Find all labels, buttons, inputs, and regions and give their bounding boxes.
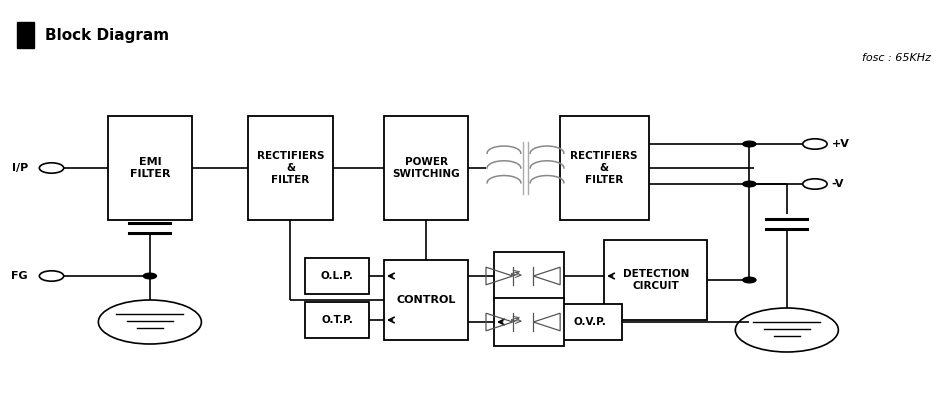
Circle shape: [803, 139, 827, 149]
Text: POWER
SWITCHING: POWER SWITCHING: [392, 157, 460, 179]
Bar: [560, 116, 649, 220]
Bar: [384, 116, 469, 220]
Circle shape: [742, 181, 756, 187]
Bar: [494, 252, 564, 300]
Bar: [384, 260, 469, 340]
Text: CONTROL: CONTROL: [397, 295, 456, 305]
Circle shape: [742, 141, 756, 147]
Text: RECTIFIERS
&
FILTER: RECTIFIERS & FILTER: [257, 152, 324, 185]
Circle shape: [742, 277, 756, 283]
Bar: [248, 116, 332, 220]
Circle shape: [143, 273, 156, 279]
Circle shape: [40, 271, 63, 281]
Text: I/P: I/P: [12, 163, 28, 173]
Bar: [494, 298, 564, 346]
Circle shape: [803, 179, 827, 189]
Text: O.V.P.: O.V.P.: [574, 317, 607, 327]
Bar: [17, 22, 34, 48]
Text: Block Diagram: Block Diagram: [45, 28, 170, 43]
Text: O.T.P.: O.T.P.: [321, 315, 353, 325]
Bar: [305, 258, 369, 294]
Text: +V: +V: [831, 139, 849, 149]
Bar: [559, 304, 622, 340]
Text: FG: FG: [11, 271, 28, 281]
Bar: [604, 240, 707, 320]
Text: RECTIFIERS
&
FILTER: RECTIFIERS & FILTER: [570, 152, 638, 185]
Bar: [305, 302, 369, 338]
Text: -V: -V: [831, 179, 845, 189]
Bar: [108, 116, 192, 220]
Text: EMI
FILTER: EMI FILTER: [130, 157, 170, 179]
Text: O.L.P.: O.L.P.: [321, 271, 353, 281]
Circle shape: [40, 163, 63, 173]
Text: DETECTION
CIRCUIT: DETECTION CIRCUIT: [622, 269, 688, 291]
Text: fosc : 65KHz: fosc : 65KHz: [862, 53, 931, 63]
